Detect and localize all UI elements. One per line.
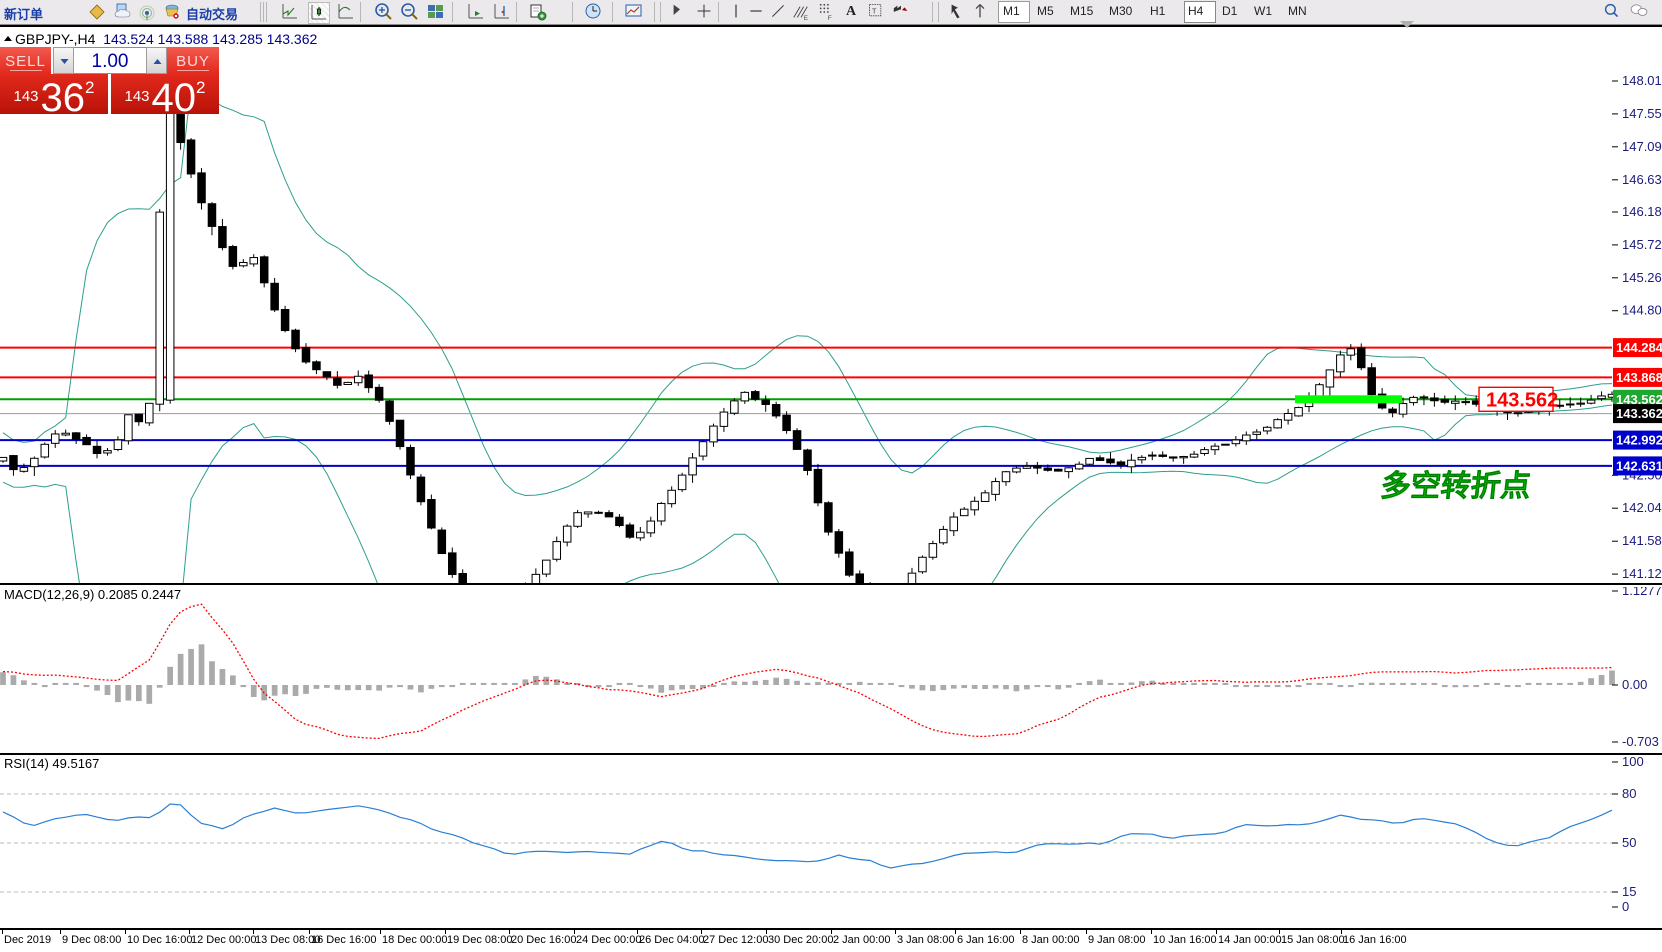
svg-text:145.720: 145.720 — [1622, 237, 1662, 252]
svg-text:0: 0 — [1622, 899, 1629, 914]
svg-text:142.631: 142.631 — [1616, 458, 1662, 473]
svg-text:多空转折点: 多空转折点 — [1379, 470, 1532, 503]
svg-text:-0.703: -0.703 — [1622, 734, 1659, 749]
svg-text:142.992: 142.992 — [1616, 433, 1662, 448]
svg-text:100: 100 — [1622, 756, 1644, 769]
svg-text:143.868: 143.868 — [1616, 370, 1662, 385]
svg-text:0.00: 0.00 — [1622, 677, 1647, 692]
svg-text:141.580: 141.580 — [1622, 533, 1662, 548]
svg-text:148.010: 148.010 — [1622, 73, 1662, 88]
svg-text:146.630: 146.630 — [1622, 172, 1662, 187]
svg-text:T: T — [872, 6, 877, 15]
svg-text:146.180: 146.180 — [1622, 204, 1662, 219]
svg-text:144.284: 144.284 — [1616, 340, 1662, 355]
svg-text:144.800: 144.800 — [1622, 303, 1662, 318]
svg-text:147.090: 147.090 — [1622, 139, 1662, 154]
svg-text:E: E — [804, 15, 808, 21]
svg-text:80: 80 — [1622, 786, 1636, 801]
svg-text:MACD(12,26,9) 0.2085 0.2447: MACD(12,26,9) 0.2085 0.2447 — [4, 587, 181, 602]
svg-text:142.040: 142.040 — [1622, 500, 1662, 515]
svg-text:145.260: 145.260 — [1622, 270, 1662, 285]
svg-text:1.1277: 1.1277 — [1622, 587, 1662, 598]
svg-text:141.120: 141.120 — [1622, 566, 1662, 581]
svg-text:143.362: 143.362 — [1616, 406, 1662, 421]
svg-text:F: F — [828, 15, 832, 21]
svg-text:50: 50 — [1622, 835, 1636, 850]
svg-text:143.562: 143.562 — [1486, 389, 1558, 411]
svg-text:RSI(14) 49.5167: RSI(14) 49.5167 — [4, 756, 99, 771]
svg-text:15: 15 — [1622, 884, 1636, 899]
svg-text:147.550: 147.550 — [1622, 106, 1662, 121]
